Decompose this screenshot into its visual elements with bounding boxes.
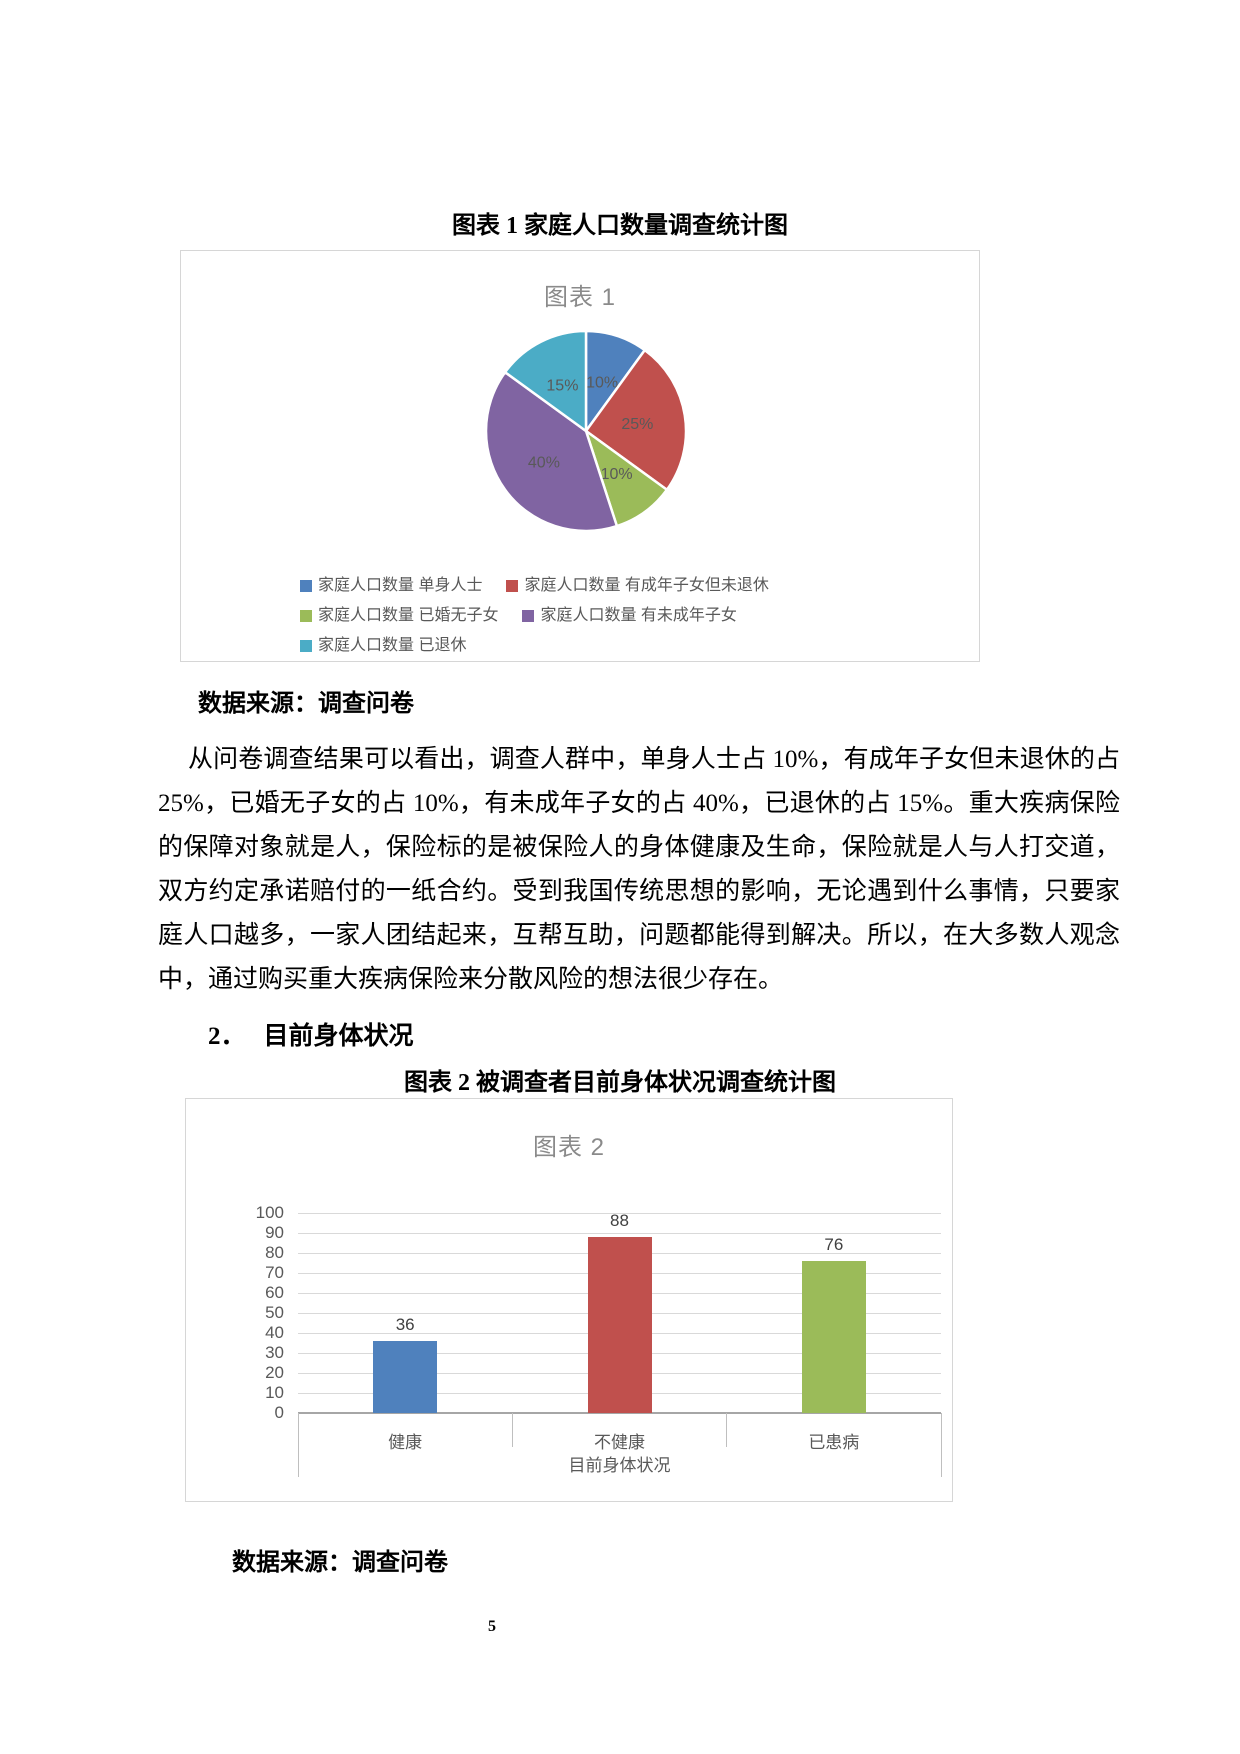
legend-label: 家庭人口数量 有成年子女但未退休	[524, 577, 769, 594]
legend-label: 家庭人口数量 已退休	[318, 637, 467, 654]
legend-label: 家庭人口数量 已婚无子女	[318, 607, 499, 624]
legend-swatch-icon	[300, 610, 312, 622]
y-axis-tick-label: 10	[265, 1383, 284, 1402]
legend-item: 家庭人口数量 有成年子女但未退休	[506, 573, 769, 599]
x-axis-category-label: 健康	[388, 1433, 423, 1452]
legend-label: 家庭人口数量 单身人士	[318, 577, 483, 594]
figure1-caption: 图表 1 家庭人口数量调查统计图	[452, 213, 788, 239]
x-axis-title: 目前身体状况	[568, 1456, 671, 1475]
figure1-pie-chart-frame: 图表 1 10% 25% 10% 40% 15% 家庭人口数量 单身人士 家庭人口数量 有…	[180, 250, 980, 662]
y-gridline	[298, 1213, 941, 1214]
body-paragraph: 从问卷调查结果可以看出，调查人群中，单身人士占 10%，有成年子女但未退休的占 …	[158, 746, 1120, 993]
section2-heading: 2． 目前身体状况	[208, 1016, 414, 1052]
chart2-title: 图表 2	[532, 1134, 605, 1161]
y-axis-tick-label: 70	[265, 1263, 284, 1282]
figure2-caption: 图表 2 被调查者目前身体状况调查统计图	[404, 1070, 836, 1096]
legend-swatch-icon	[300, 580, 312, 592]
pie-data-label: 40%	[528, 455, 560, 472]
pie-chart: 10% 25% 10% 40% 15%	[484, 329, 688, 533]
legend-label: 家庭人口数量 有未成年子女	[540, 607, 737, 624]
pie-slice	[484, 370, 619, 533]
pie-slice	[503, 329, 588, 433]
y-axis-tick-label: 30	[265, 1343, 284, 1362]
y-axis-tick-label: 90	[265, 1223, 284, 1242]
pie-data-label: 25%	[621, 416, 653, 433]
y-axis-tick-label: 20	[265, 1363, 284, 1382]
bar-value-label: 88	[610, 1211, 629, 1230]
category-separator	[511, 1413, 513, 1447]
pie-data-label: 15%	[546, 378, 578, 395]
chart1-legend: 家庭人口数量 单身人士 家庭人口数量 有成年子女但未退休 家庭人口数量 已婚无子女家…	[300, 573, 860, 659]
bar	[587, 1237, 652, 1413]
legend-item: 家庭人口数量 已婚无子女	[300, 603, 498, 629]
legend-swatch-icon	[300, 640, 312, 652]
bar	[801, 1261, 866, 1413]
legend-item: 家庭人口数量 单身人士	[300, 573, 482, 599]
y-axis-tick-label: 40	[265, 1323, 284, 1342]
y-axis-tick-label: 100	[255, 1203, 284, 1222]
figure2-bar-chart-frame: 图表 2 0 10 20 30 40 50 60 70 80 90 100 36 健康 88 不健康 76 已患…	[185, 1098, 953, 1502]
pie-data-label: 10%	[586, 375, 618, 392]
y-gridline	[298, 1233, 941, 1234]
figure2-source: 数据来源：调查问卷	[232, 1550, 448, 1576]
y-axis-tick-label: 80	[265, 1243, 284, 1262]
legend-item: 家庭人口数量 已退休	[300, 633, 466, 659]
legend-item: 家庭人口数量 有未成年子女	[522, 603, 737, 629]
bar	[373, 1341, 438, 1413]
x-axis-category-label: 已患病	[808, 1433, 860, 1452]
category-separator	[297, 1413, 299, 1477]
y-axis-tick-label: 60	[265, 1283, 284, 1302]
page-number: 5	[488, 1618, 496, 1635]
category-separator	[940, 1413, 942, 1477]
x-axis-category-label: 不健康	[593, 1433, 645, 1452]
figure1-source: 数据来源：调查问卷	[198, 691, 414, 717]
pie-slice	[584, 348, 688, 492]
category-separator	[726, 1413, 728, 1447]
pie-data-label: 10%	[601, 466, 633, 483]
y-axis-tick-label: 50	[265, 1303, 284, 1322]
legend-swatch-icon	[522, 610, 535, 622]
section2-number: 2．	[208, 1023, 246, 1050]
legend-swatch-icon	[506, 580, 519, 592]
y-axis-tick-label: 0	[274, 1403, 284, 1422]
bar-value-label: 76	[824, 1235, 844, 1254]
bar-value-label: 36	[395, 1315, 415, 1334]
section2-title: 目前身体状况	[263, 1023, 414, 1050]
bar-plot-area: 0 10 20 30 40 50 60 70 80 90 100 36 健康 88 不健康 76 已患病目前身体…	[186, 1099, 954, 1503]
chart1-title: 图表 1	[543, 284, 616, 311]
x-axis-line	[298, 1412, 941, 1414]
